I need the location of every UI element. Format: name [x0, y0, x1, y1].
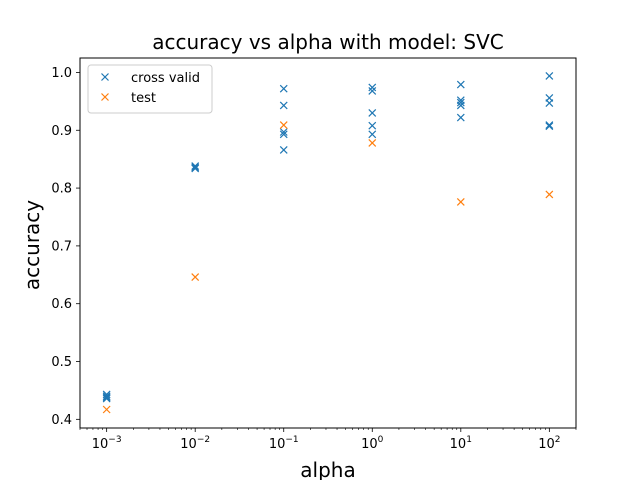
data-point	[545, 122, 554, 131]
data-point	[102, 405, 111, 414]
data-point	[368, 87, 377, 95]
y-tick-label: 0.5	[51, 355, 72, 370]
data-point	[368, 139, 377, 147]
data-point	[102, 393, 111, 402]
legend-box	[87, 64, 213, 114]
plot-points	[102, 71, 554, 414]
plot-frame	[79, 57, 577, 429]
data-point	[191, 162, 200, 171]
x-tick-label: 102	[538, 435, 560, 452]
data-point	[102, 392, 111, 401]
x-tick-label: 101	[450, 435, 472, 452]
x-tick-label: 10−1	[269, 435, 299, 452]
legend: cross valid test	[87, 64, 213, 114]
data-point	[191, 273, 200, 282]
data-point	[368, 108, 377, 117]
data-point	[368, 121, 377, 130]
y-axis-label: accuracy	[20, 200, 44, 290]
legend-label: cross valid	[131, 71, 200, 86]
data-point	[279, 101, 288, 110]
data-point	[279, 130, 288, 139]
data-point	[368, 130, 377, 139]
data-point	[368, 83, 377, 92]
legend-entry: test	[101, 91, 156, 106]
data-point	[279, 84, 288, 93]
data-point	[456, 101, 465, 110]
data-point	[456, 98, 465, 107]
data-point	[191, 163, 200, 172]
data-point	[545, 190, 554, 199]
y-tick-label: 0.8	[51, 182, 72, 197]
series-cross-valid	[102, 71, 554, 403]
data-point	[545, 71, 554, 80]
data-point	[279, 145, 288, 154]
y-axis-ticks: 0.4 0.5 0.6 0.7 0.8 0.9 1.0	[51, 66, 80, 428]
x-axis-ticks: 10−3 10−2 10−1 100 101 102	[79, 428, 577, 452]
y-tick-label: 0.7	[51, 239, 72, 254]
y-tick-label: 1.0	[51, 66, 72, 81]
y-tick-label: 0.6	[51, 297, 72, 312]
x-axis-label: alpha	[300, 458, 355, 480]
legend-entry: cross valid	[101, 71, 200, 86]
data-point	[545, 99, 554, 108]
series-test	[102, 121, 554, 414]
x-tick-label: 100	[361, 435, 384, 452]
data-point	[545, 121, 554, 129]
data-point	[279, 121, 288, 129]
legend-marker	[101, 73, 109, 81]
chart-title: accuracy vs alpha with model: SVC	[152, 30, 504, 54]
data-point	[456, 113, 465, 122]
data-point	[191, 164, 200, 173]
data-point	[456, 80, 465, 89]
data-point	[279, 128, 288, 136]
y-tick-label: 0.4	[51, 413, 72, 428]
y-tick-label: 0.9	[51, 124, 72, 139]
data-point	[456, 198, 465, 206]
data-point	[102, 394, 111, 403]
x-tick-label: 10−2	[180, 435, 210, 452]
legend-marker	[101, 93, 109, 101]
x-tick-label: 10−3	[92, 435, 122, 452]
legend-label: test	[131, 91, 156, 106]
